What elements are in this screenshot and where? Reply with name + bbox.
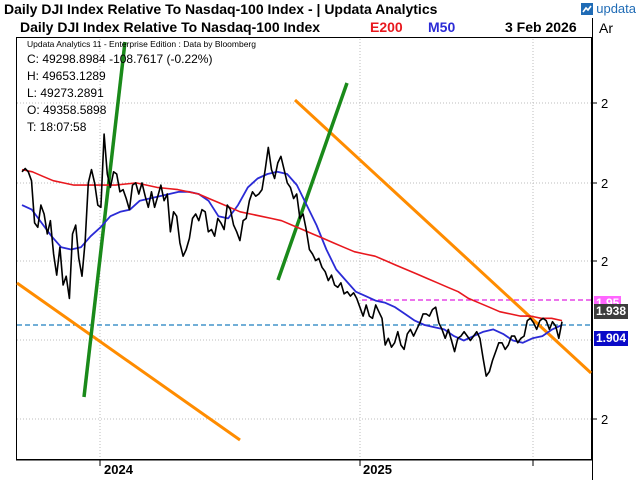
info-open: O: 49358.5898 [27, 103, 107, 117]
chart-frame [16, 18, 592, 460]
updata-logo: updata [581, 1, 636, 16]
lower-orange-trendline [16, 281, 241, 442]
support-value-tag: 1.904 [594, 331, 629, 346]
close-value-tag: 1.938 [594, 304, 629, 319]
series-m50-line [21, 170, 563, 344]
chart-title: Daily DJI Index Relative To Nasdaq-100 I… [20, 19, 321, 35]
info-close: C: 49298.8984 -108.7617 (-0.22%) [27, 52, 212, 66]
chart-header: Daily DJI Index Relative To Nasdaq-100 I… [16, 18, 592, 38]
window-title-bar: Daily DJI Index Relative To Nasdaq-100 I… [0, 0, 640, 18]
price-axis: Ar [592, 18, 640, 480]
upper-orange-trendline [293, 98, 593, 375]
green-trendline-2 [276, 82, 349, 281]
series-price-line [21, 133, 563, 377]
logo-text: updata [596, 1, 636, 16]
info-time: T: 18:07:58 [27, 120, 87, 134]
info-edition: Updata Analytics 11 - Enterprise Edition… [27, 39, 256, 49]
chart-date: 3 Feb 2026 [505, 19, 577, 35]
series-e200-line [21, 168, 563, 322]
green-trendline-1 [82, 41, 127, 398]
info-high: H: 49653.1289 [27, 69, 106, 83]
axis-corner-label: Ar [599, 20, 613, 36]
e200-legend: E200 [370, 19, 403, 35]
info-low: L: 49273.2891 [27, 86, 104, 100]
window-title: Daily DJI Index Relative To Nasdaq-100 I… [4, 1, 438, 17]
m50-legend: M50 [428, 19, 456, 35]
updata-logo-icon [581, 2, 594, 15]
